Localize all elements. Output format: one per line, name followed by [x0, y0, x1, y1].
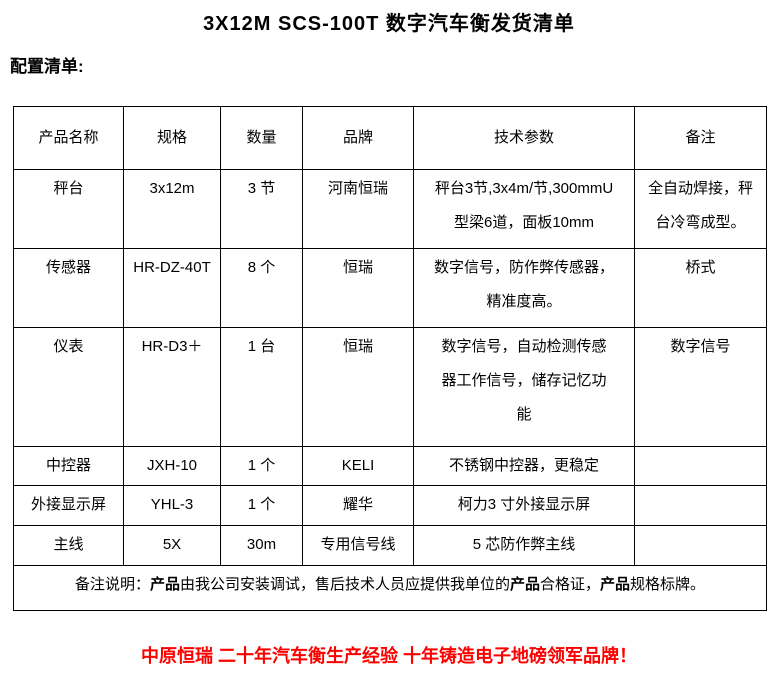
cell-quantity: 1 台 — [220, 327, 303, 447]
cell-brand: 专用信号线 — [302, 525, 414, 566]
cell-spec: YHL-3 — [123, 485, 221, 526]
col-header-product-name: 产品名称 — [13, 106, 124, 170]
footnote-cell: 备注说明：产品由我公司安装调试，售后技术人员应提供我单位的产品合格证，产品规格标… — [13, 565, 767, 611]
cell-remarks: 全自动焊接，秤 台冷弯成型。 — [634, 169, 767, 249]
footnote-text: 由我公司安装调试，售后技术人员应提供我单位的 — [179, 576, 510, 593]
page-title: 3X12M SCS-100T 数字汽车衡发货清单 — [203, 13, 575, 35]
cell-brand: 恒瑞 — [302, 327, 414, 447]
cell-tech-params: 数字信号，自动检测传感 器工作信号，储存记忆功 能 — [413, 327, 635, 447]
table-row: 主线 5X 30m 专用信号线 5 芯防作弊主线 — [13, 525, 767, 566]
cell-tech-params: 柯力3 寸外接显示屏 — [413, 485, 635, 526]
table-row: 传感器 HR-DZ-40T 8 个 恒瑞 数字信号，防作弊传感器， 精准度高。 … — [13, 248, 767, 328]
cell-brand: 河南恒瑞 — [302, 169, 414, 249]
cell-quantity: 30m — [220, 525, 303, 566]
col-header-remarks: 备注 — [634, 106, 767, 170]
col-header-brand: 品牌 — [302, 106, 414, 170]
cell-spec: 3x12m — [123, 169, 221, 249]
cell-brand: KELI — [302, 446, 414, 486]
cell-product-name: 中控器 — [13, 446, 124, 486]
table-row: 中控器 JXH-10 1 个 KELI 不锈钢中控器，更稳定 — [13, 446, 767, 486]
table-footnote-row: 备注说明：产品由我公司安装调试，售后技术人员应提供我单位的产品合格证，产品规格标… — [13, 565, 767, 611]
cell-product-name: 外接显示屏 — [13, 485, 124, 526]
cell-remarks — [634, 485, 767, 526]
footnote-text: 产品 — [149, 576, 180, 593]
cell-quantity: 8 个 — [220, 248, 303, 328]
table-row: 外接显示屏 YHL-3 1 个 耀华 柯力3 寸外接显示屏 — [13, 485, 767, 526]
cell-spec: JXH-10 — [123, 446, 221, 486]
cell-quantity: 3 节 — [220, 169, 303, 249]
shipping-list-table: 产品名称 规格 数量 品牌 技术参数 备注 秤台 3x12m 3 节 河南恒瑞 … — [13, 106, 767, 611]
footnote-text: 产品 — [600, 576, 631, 593]
footnote-label: 备注说明： — [74, 576, 150, 593]
cell-product-name: 传感器 — [13, 248, 124, 328]
table-row: 仪表 HR-D3＋ 1 台 恒瑞 数字信号，自动检测传感 器工作信号，储存记忆功… — [13, 327, 767, 447]
table-header-row: 产品名称 规格 数量 品牌 技术参数 备注 — [13, 106, 767, 170]
col-header-spec: 规格 — [123, 106, 221, 170]
cell-remarks — [634, 446, 767, 486]
footnote-text: 合格证， — [540, 576, 601, 593]
cell-product-name: 仪表 — [13, 327, 124, 447]
col-header-quantity: 数量 — [220, 106, 303, 170]
cell-quantity: 1 个 — [220, 446, 303, 486]
brand-slogan: 中原恒瑞 二十年汽车衡生产经验 十年铸造电子地磅领军品牌！ — [141, 646, 637, 666]
table-row: 秤台 3x12m 3 节 河南恒瑞 秤台3节,3x4m/节,300mmU 型梁6… — [13, 169, 767, 249]
cell-tech-params: 5 芯防作弊主线 — [413, 525, 635, 566]
cell-tech-params: 秤台3节,3x4m/节,300mmU 型梁6道，面板10mm — [413, 169, 635, 249]
cell-tech-params: 数字信号，防作弊传感器， 精准度高。 — [413, 248, 635, 328]
cell-tech-params: 不锈钢中控器，更稳定 — [413, 446, 635, 486]
cell-remarks: 桥式 — [634, 248, 767, 328]
cell-spec: HR-D3＋ — [123, 327, 221, 447]
config-list-label: 配置清单: — [10, 57, 84, 76]
footnote-text: 规格标牌。 — [630, 576, 706, 593]
cell-brand: 耀华 — [302, 485, 414, 526]
cell-spec: HR-DZ-40T — [123, 248, 221, 328]
cell-product-name: 主线 — [13, 525, 124, 566]
col-header-tech-params: 技术参数 — [413, 106, 635, 170]
cell-brand: 恒瑞 — [302, 248, 414, 328]
cell-remarks — [634, 525, 767, 566]
cell-remarks: 数字信号 — [634, 327, 767, 447]
cell-spec: 5X — [123, 525, 221, 566]
footnote-text: 产品 — [509, 576, 540, 593]
cell-quantity: 1 个 — [220, 485, 303, 526]
cell-product-name: 秤台 — [13, 169, 124, 249]
